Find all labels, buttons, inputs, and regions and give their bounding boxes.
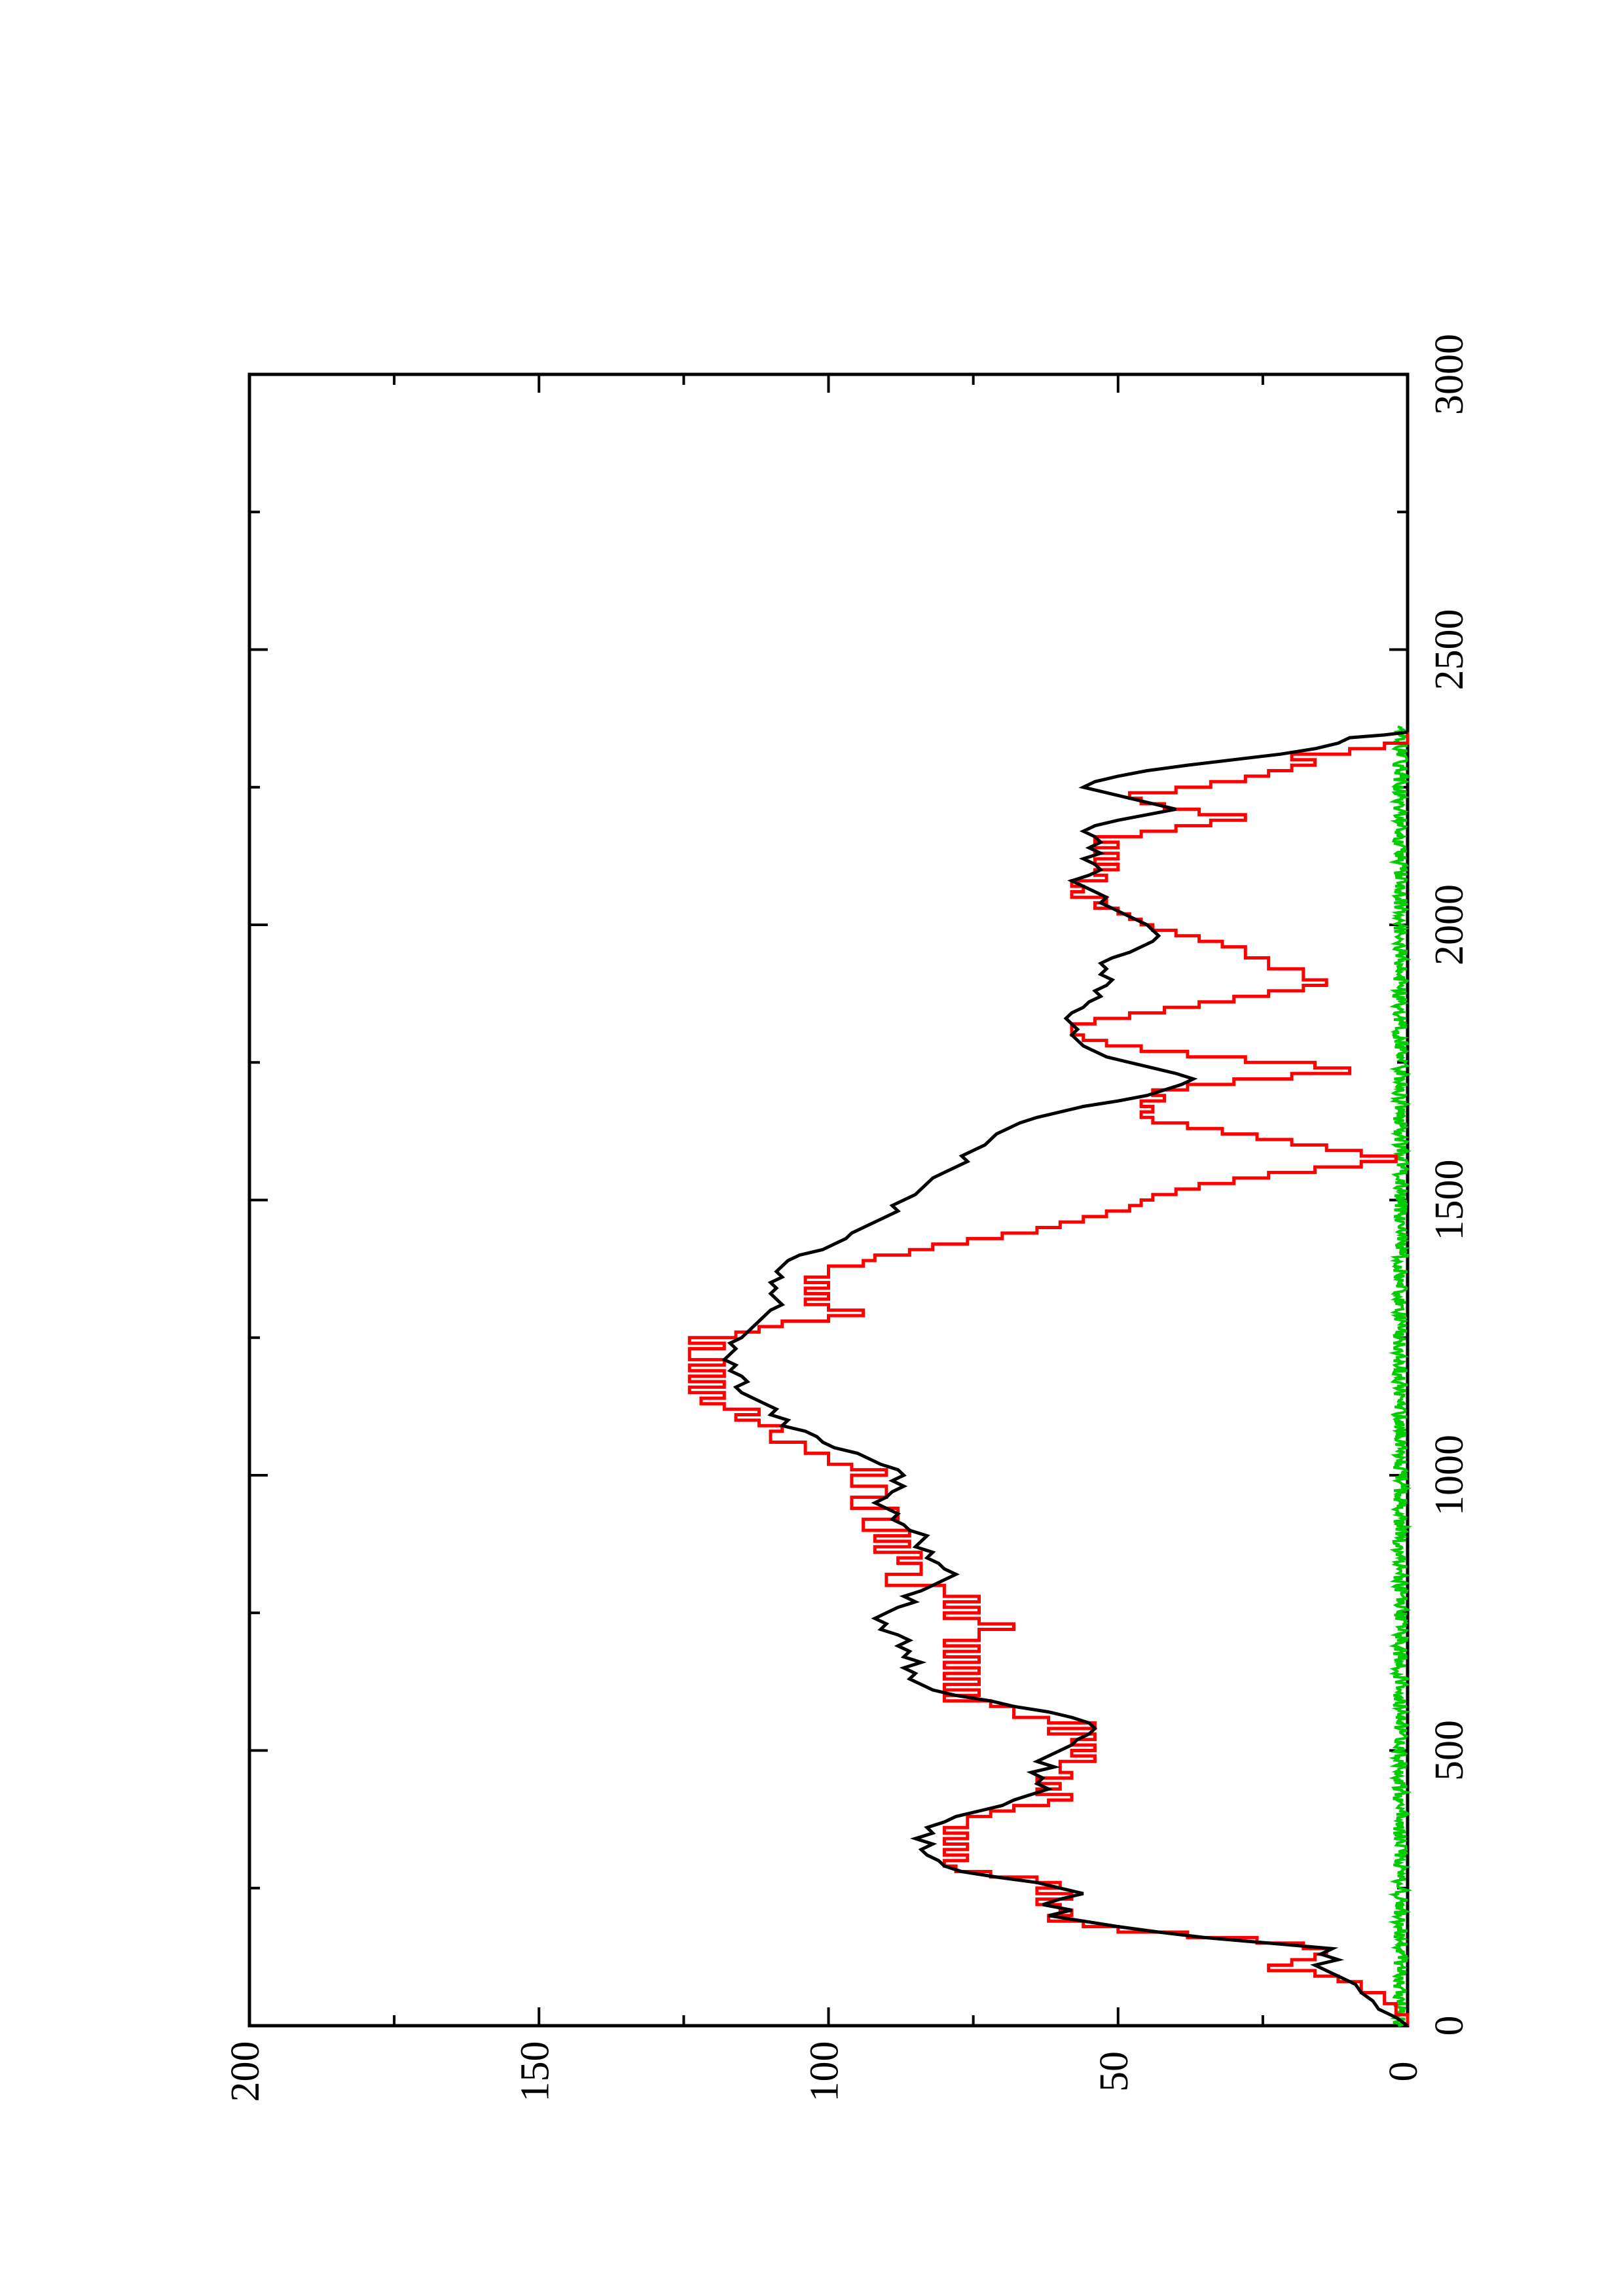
plot-frame bbox=[247, 372, 1410, 2028]
y-tick-label: 50 bbox=[1092, 2051, 1137, 2092]
y-tick-label: 100 bbox=[803, 2041, 847, 2102]
series-layer bbox=[687, 725, 1413, 2028]
tick-labels: 0 500 1000 1500 2000 2500 3000 0 50 100 150 200 bbox=[223, 334, 1472, 2102]
axis-ticks bbox=[248, 373, 1409, 2027]
series-line bbox=[687, 732, 1410, 2026]
plot-area: 0 500 1000 1500 2000 2500 3000 0 50 100 150 200 bbox=[223, 334, 1472, 2102]
x-tick-label: 3000 bbox=[1427, 334, 1472, 415]
x-tick-label: 500 bbox=[1427, 1720, 1472, 1781]
series-line bbox=[1388, 725, 1413, 2027]
x-tick-label: 1500 bbox=[1427, 1160, 1472, 1241]
x-tick-label: 0 bbox=[1427, 2016, 1472, 2036]
y-tick-label: 200 bbox=[223, 2041, 268, 2102]
x-tick-label: 2000 bbox=[1427, 884, 1472, 965]
series-line bbox=[721, 730, 1409, 2028]
y-tick-label: 150 bbox=[513, 2041, 557, 2102]
x-tick-label: 2500 bbox=[1427, 609, 1472, 691]
x-tick-label: 1000 bbox=[1427, 1435, 1472, 1516]
y-tick-label: 0 bbox=[1381, 2062, 1426, 2082]
